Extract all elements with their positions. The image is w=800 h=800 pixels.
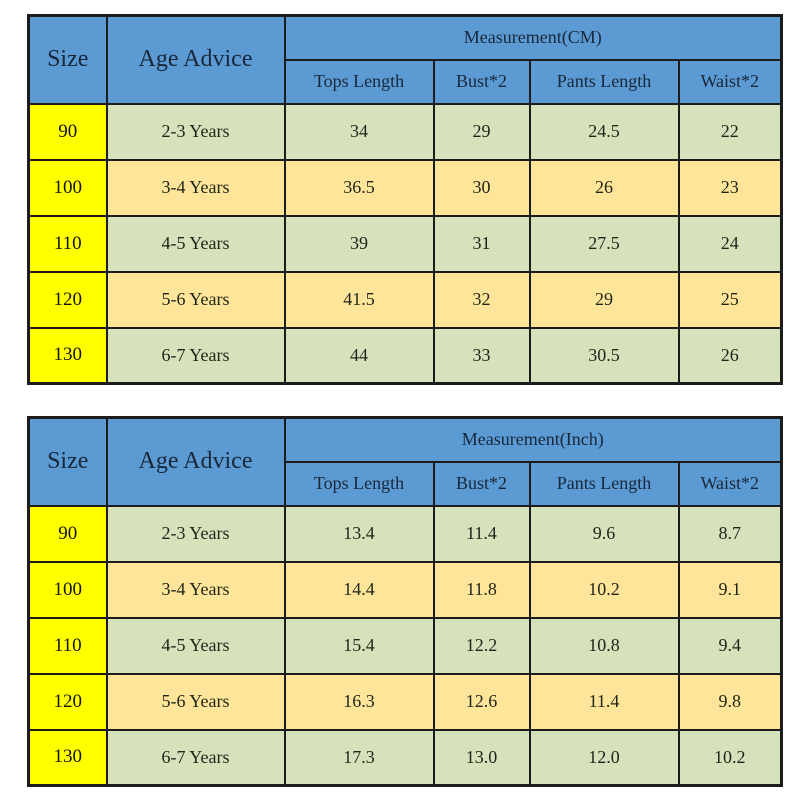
- tops-length-cell: 16.3: [283, 672, 435, 731]
- bust-cell: 30: [432, 158, 531, 217]
- table-row: 90 2-3 Years 13.4 11.4 9.6 8.7: [27, 504, 783, 563]
- size-chart-cm-table: Size Age Advice Measurement(CM) Tops Len…: [27, 14, 784, 385]
- pants-length-column-header: Pants Length: [528, 460, 680, 507]
- header-row-sub: Tops Length Bust*2 Pants Length Waist*2: [29, 460, 783, 507]
- age-advice-column-header: Age Advice: [105, 416, 286, 507]
- age-cell: 2-3 Years: [105, 504, 286, 563]
- table-row: 130 6-7 Years 17.3 13.0 12.0 10.2: [27, 728, 783, 787]
- tops-length-cell: 14.4: [283, 560, 435, 619]
- table-row: 130 6-7 Years 44 33 30.5 26: [27, 326, 783, 385]
- waist-cell: 26: [677, 326, 783, 385]
- table-row: 110 4-5 Years 39 31 27.5 24: [27, 214, 783, 273]
- size-cell: 110: [27, 214, 108, 273]
- bust-column-header: Bust*2: [432, 460, 531, 507]
- size-chart-inch-table: Size Age Advice Measurement(Inch) Tops L…: [27, 416, 783, 787]
- pants-length-cell: 10.2: [528, 560, 680, 619]
- bust-cell: 12.2: [432, 616, 531, 675]
- header-row-top: Size Age Advice Measurement(Inch): [27, 416, 783, 507]
- waist-cell: 8.7: [677, 504, 783, 563]
- waist-cell: 9.1: [677, 560, 783, 619]
- age-cell: 3-4 Years: [105, 158, 286, 217]
- age-cell: 5-6 Years: [105, 270, 286, 329]
- pants-length-cell: 11.4: [528, 672, 680, 731]
- age-cell: 6-7 Years: [105, 326, 286, 385]
- size-cell: 110: [27, 616, 108, 675]
- age-cell: 2-3 Years: [105, 102, 286, 161]
- bust-cell: 12.6: [432, 672, 531, 731]
- age-cell: 3-4 Years: [105, 560, 286, 619]
- size-cell: 90: [27, 504, 108, 563]
- tops-length-cell: 17.3: [283, 728, 435, 787]
- size-cell: 90: [27, 102, 108, 161]
- header-row-sub: Tops Length Bust*2 Pants Length Waist*2: [29, 58, 783, 105]
- table-row: 110 4-5 Years 15.4 12.2 10.8 9.4: [27, 616, 783, 675]
- table-row: 90 2-3 Years 34 29 24.5 22: [27, 102, 783, 161]
- bust-cell: 32: [432, 270, 531, 329]
- bust-cell: 31: [432, 214, 531, 273]
- bust-column-header: Bust*2: [432, 58, 531, 105]
- table-row: 120 5-6 Years 16.3 12.6 11.4 9.8: [27, 672, 783, 731]
- waist-column-header: Waist*2: [677, 58, 783, 105]
- bust-cell: 11.4: [432, 504, 531, 563]
- age-cell: 4-5 Years: [105, 616, 286, 675]
- table-row: 100 3-4 Years 14.4 11.8 10.2 9.1: [27, 560, 783, 619]
- tops-length-cell: 36.5: [283, 158, 435, 217]
- bust-cell: 11.8: [432, 560, 531, 619]
- bust-cell: 33: [432, 326, 531, 385]
- age-cell: 6-7 Years: [105, 728, 286, 787]
- size-cell: 120: [27, 672, 108, 731]
- tops-length-cell: 13.4: [283, 504, 435, 563]
- size-cell: 130: [27, 728, 108, 787]
- pants-length-cell: 30.5: [528, 326, 680, 385]
- pants-length-column-header: Pants Length: [528, 58, 680, 105]
- tops-length-cell: 41.5: [283, 270, 435, 329]
- measurement-cm-header: Measurement(CM): [283, 14, 783, 61]
- waist-cell: 9.4: [677, 616, 783, 675]
- pants-length-cell: 24.5: [528, 102, 680, 161]
- table-row: 100 3-4 Years 36.5 30 26 23: [27, 158, 783, 217]
- size-cell: 100: [27, 560, 108, 619]
- pants-length-cell: 29: [528, 270, 680, 329]
- tops-length-column-header: Tops Length: [283, 58, 435, 105]
- bust-cell: 29: [432, 102, 531, 161]
- age-cell: 4-5 Years: [105, 214, 286, 273]
- size-cell: 120: [27, 270, 108, 329]
- size-cell: 130: [27, 326, 108, 385]
- waist-cell: 24: [677, 214, 783, 273]
- pants-length-cell: 9.6: [528, 504, 680, 563]
- waist-cell: 25: [677, 270, 783, 329]
- waist-cell: 9.8: [677, 672, 783, 731]
- size-column-header: Size: [27, 416, 108, 507]
- table-row: 120 5-6 Years 41.5 32 29 25: [27, 270, 783, 329]
- header-row-top: Size Age Advice Measurement(CM): [27, 14, 783, 105]
- waist-cell: 22: [677, 102, 783, 161]
- tops-length-column-header: Tops Length: [283, 460, 435, 507]
- waist-cell: 10.2: [677, 728, 783, 787]
- age-advice-column-header: Age Advice: [105, 14, 286, 105]
- measurement-inch-header: Measurement(Inch): [283, 416, 783, 463]
- pants-length-cell: 26: [528, 158, 680, 217]
- pants-length-cell: 10.8: [528, 616, 680, 675]
- size-cell: 100: [27, 158, 108, 217]
- tops-length-cell: 44: [283, 326, 435, 385]
- size-column-header: Size: [27, 14, 108, 105]
- pants-length-cell: 12.0: [528, 728, 680, 787]
- waist-column-header: Waist*2: [677, 460, 783, 507]
- age-cell: 5-6 Years: [105, 672, 286, 731]
- bust-cell: 13.0: [432, 728, 531, 787]
- tops-length-cell: 39: [283, 214, 435, 273]
- tops-length-cell: 15.4: [283, 616, 435, 675]
- tops-length-cell: 34: [283, 102, 435, 161]
- pants-length-cell: 27.5: [528, 214, 680, 273]
- waist-cell: 23: [677, 158, 783, 217]
